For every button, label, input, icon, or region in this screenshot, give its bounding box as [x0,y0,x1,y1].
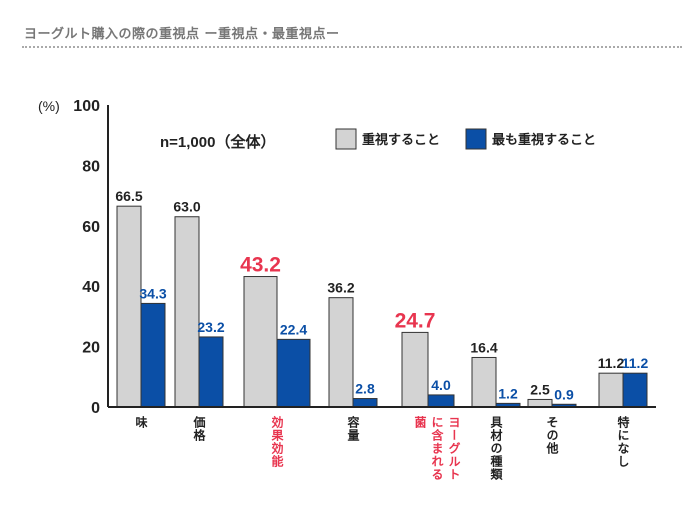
category-label: その他 [545,416,559,455]
data-label-0-3: 36.2 [327,280,354,296]
y-tick-label: 100 [73,98,100,115]
y-axis-label: (%) [38,98,60,114]
y-tick-label: 20 [82,340,100,357]
bar-0-1 [174,216,200,408]
data-label-1-0: 34.3 [139,285,166,301]
data-label-0-1: 63.0 [173,199,200,215]
data-label-0-2: 43.2 [240,254,281,277]
data-label-1-5: 1.2 [498,385,518,401]
bar-0-5 [471,356,497,408]
legend-label-0: 重視すること [362,132,440,147]
bar-0-7 [598,372,624,408]
category-label: 具材の種類 [489,416,503,481]
category-label: ヨーグルトに含まれる菌 [413,416,461,481]
bar-0-2 [243,276,278,408]
category-label: 味 [134,416,148,429]
legend-swatch-0 [335,128,357,150]
bar-1-0 [140,302,166,408]
legend-label-1: 最も重視すること [492,132,596,147]
category-label: 価格 [192,416,206,442]
bar-1-2 [276,338,311,408]
bar-0-6 [527,398,553,408]
bar-1-4 [427,394,455,408]
data-label-1-7: 11.2 [622,355,649,371]
data-label-0-0: 66.5 [115,188,142,204]
data-label-1-4: 4.0 [431,377,451,393]
data-label-1-1: 23.2 [197,319,224,335]
bar-0-4 [401,331,429,408]
bar-1-7 [622,372,648,408]
y-tick-label: 0 [91,400,100,417]
dotted-divider [22,46,682,48]
category-label: 特になし [616,416,630,468]
legend-swatch-1 [465,128,487,150]
category-label: 効果効能 [270,416,284,468]
y-tick-label: 80 [82,158,100,175]
data-label-1-2: 22.4 [280,321,307,337]
bar-0-3 [328,297,354,408]
bar-1-3 [352,398,378,408]
sample-size-annotation: n=1,000（全体） [160,133,275,151]
data-label-0-6: 2.5 [530,381,550,397]
y-tick-label: 40 [82,279,100,296]
data-label-0-7: 11.2 [598,355,625,371]
bar-0-0 [116,205,142,408]
y-tick-label: 60 [82,219,100,236]
data-label-0-4: 24.7 [395,309,436,332]
data-label-0-5: 16.4 [470,339,497,355]
bar-1-1 [198,336,224,408]
data-label-1-6: 0.9 [554,386,574,402]
chart-title: ヨーグルト購入の際の重視点 ー重視点・最重視点ー [24,27,340,42]
data-label-1-3: 2.8 [355,381,375,397]
category-label: 容量 [346,416,360,442]
